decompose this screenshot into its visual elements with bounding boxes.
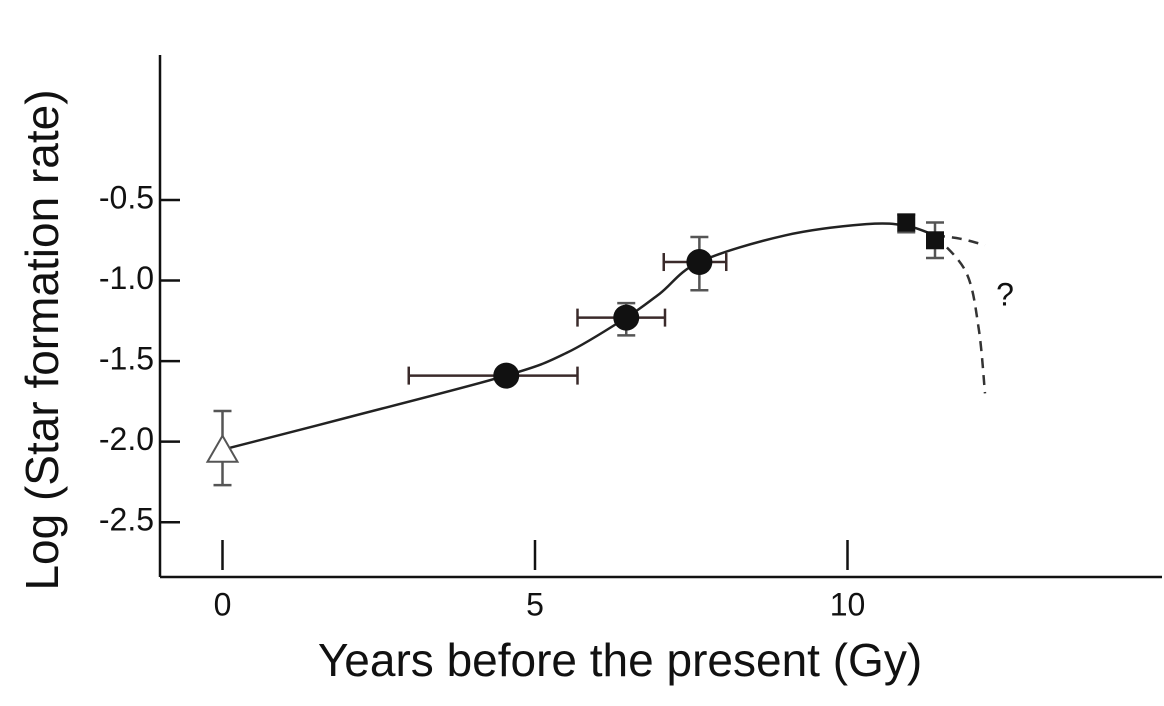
y-axis-title: Log (Star formation rate) [16, 89, 68, 590]
x-tick-label: 0 [214, 586, 232, 622]
point [897, 213, 916, 232]
y-tick-label: -2.0 [99, 421, 154, 457]
annotation: ? [996, 276, 1014, 312]
y-tick-label: -2.5 [99, 502, 154, 538]
point [205, 433, 240, 463]
y-tick-label: -1.0 [99, 260, 154, 296]
x-axis-title: Years before the present (Gy) [318, 634, 922, 686]
point [613, 304, 640, 331]
y-tick-label: -0.5 [99, 179, 154, 215]
y-tick-label: -1.5 [99, 341, 154, 377]
x-tick-label: 5 [526, 586, 544, 622]
x-tick-label: 10 [830, 586, 866, 622]
point [493, 362, 520, 389]
dashed-curve [934, 234, 987, 394]
fit-curve [222, 222, 936, 451]
point [686, 249, 713, 276]
point [926, 231, 944, 250]
